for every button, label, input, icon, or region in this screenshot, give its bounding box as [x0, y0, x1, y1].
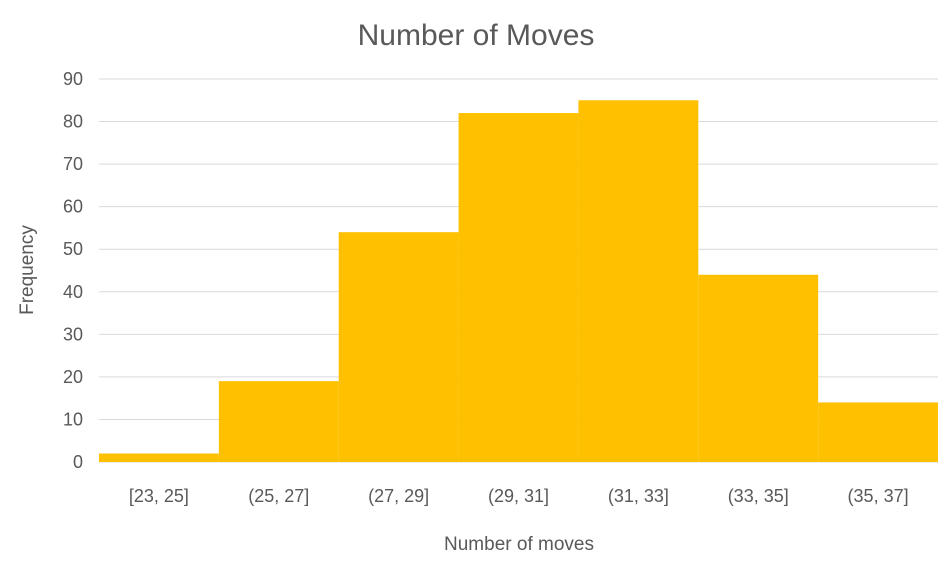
x-tick-label-5: (33, 35]: [728, 486, 789, 506]
bar-1: [218, 381, 339, 462]
x-tick-label-2: (27, 29]: [368, 486, 429, 506]
y-tick-label-20: 20: [63, 367, 83, 387]
x-tick-label-4: (31, 33]: [608, 486, 669, 506]
y-tick-label-50: 50: [63, 239, 83, 259]
y-axis-tick-labels: 0 10 20 30 40 50 60 70 80 90: [63, 69, 83, 472]
y-tick-label-90: 90: [63, 69, 83, 89]
x-tick-label-1: (25, 27]: [248, 486, 309, 506]
x-tick-label-0: [23, 25]: [129, 486, 189, 506]
y-tick-label-40: 40: [63, 282, 83, 302]
bar-0: [99, 453, 219, 462]
y-axis-title: Frequency: [17, 225, 38, 315]
bar-2: [338, 232, 459, 462]
bars: [99, 100, 938, 463]
x-tick-label-6: (35, 37]: [848, 486, 909, 506]
x-axis-title: Number of moves: [444, 534, 594, 555]
y-tick-label-30: 30: [63, 324, 83, 344]
y-tick-label-0: 0: [73, 452, 83, 472]
x-axis-tick-labels: [23, 25] (25, 27] (27, 29] (29, 31] (31, 33]…: [129, 486, 909, 506]
chart-title: Number of Moves: [358, 19, 595, 52]
bar-6: [818, 402, 938, 462]
bar-5: [698, 274, 819, 462]
y-tick-label-60: 60: [63, 197, 83, 217]
x-tick-label-3: (29, 31]: [488, 486, 549, 506]
y-tick-label-70: 70: [63, 154, 83, 174]
y-tick-label-80: 80: [63, 112, 83, 132]
y-tick-label-10: 10: [63, 409, 83, 429]
bar-4: [578, 100, 699, 463]
bar-3: [458, 113, 579, 463]
